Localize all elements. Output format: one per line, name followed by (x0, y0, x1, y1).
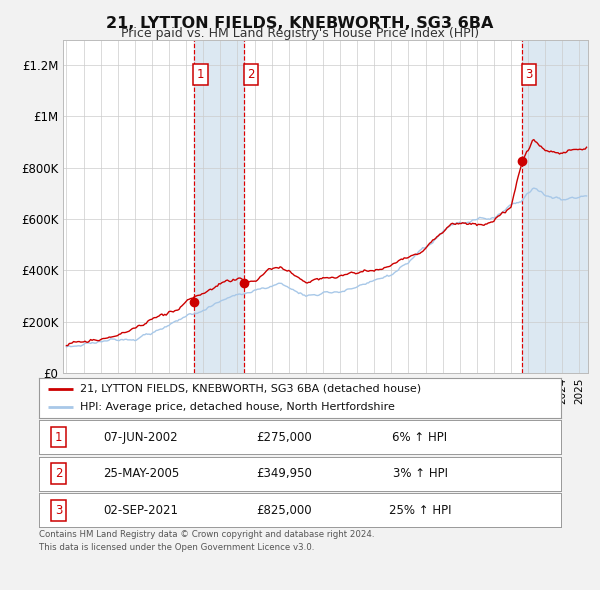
Text: 3: 3 (55, 504, 62, 517)
Text: 1: 1 (197, 68, 204, 81)
Text: £825,000: £825,000 (257, 504, 312, 517)
Text: 21, LYTTON FIELDS, KNEBWORTH, SG3 6BA (detached house): 21, LYTTON FIELDS, KNEBWORTH, SG3 6BA (d… (80, 384, 421, 394)
Text: £275,000: £275,000 (256, 431, 312, 444)
Text: 2: 2 (247, 68, 255, 81)
Text: 1: 1 (55, 431, 62, 444)
Text: 07-JUN-2002: 07-JUN-2002 (103, 431, 178, 444)
Text: 25-MAY-2005: 25-MAY-2005 (103, 467, 179, 480)
Text: Contains HM Land Registry data © Crown copyright and database right 2024.: Contains HM Land Registry data © Crown c… (39, 530, 374, 539)
Bar (523, 40, 588, 373)
Text: 3% ↑ HPI: 3% ↑ HPI (392, 467, 448, 480)
Text: 21, LYTTON FIELDS, KNEBWORTH, SG3 6BA: 21, LYTTON FIELDS, KNEBWORTH, SG3 6BA (106, 16, 494, 31)
Text: 2: 2 (55, 467, 62, 480)
Text: HPI: Average price, detached house, North Hertfordshire: HPI: Average price, detached house, Nort… (80, 402, 395, 412)
Text: Price paid vs. HM Land Registry's House Price Index (HPI): Price paid vs. HM Land Registry's House … (121, 27, 479, 40)
Text: 6% ↑ HPI: 6% ↑ HPI (392, 431, 448, 444)
Text: This data is licensed under the Open Government Licence v3.0.: This data is licensed under the Open Gov… (39, 543, 314, 552)
Text: 25% ↑ HPI: 25% ↑ HPI (389, 504, 451, 517)
Text: £349,950: £349,950 (256, 467, 312, 480)
Text: 3: 3 (526, 68, 533, 81)
Text: 02-SEP-2021: 02-SEP-2021 (103, 504, 178, 517)
Bar (194, 40, 244, 373)
